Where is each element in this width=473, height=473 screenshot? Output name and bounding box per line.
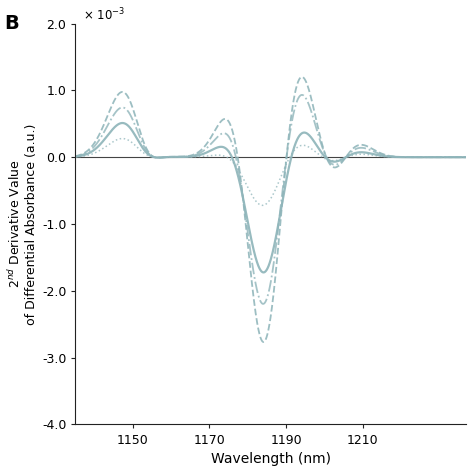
Y-axis label: 2$^{nd}$ Derivative Value
of Differential Absorbance (a.u.): 2$^{nd}$ Derivative Value of Differentia… [7,123,38,324]
Text: $\times$ 10$^{-3}$: $\times$ 10$^{-3}$ [83,7,125,24]
Text: B: B [5,14,19,33]
X-axis label: Wavelength (nm): Wavelength (nm) [211,452,331,466]
